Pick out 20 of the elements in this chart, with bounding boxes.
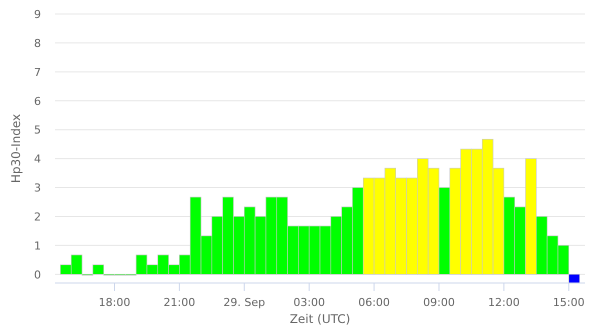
x-tick-label: 18:00 [98, 296, 130, 309]
x-tick-label: 21:00 [164, 296, 196, 309]
y-tick-label: 3 [34, 182, 41, 195]
x-axis-title: Zeit (UTC) [290, 312, 350, 326]
y-tick-label: 6 [34, 94, 41, 108]
y-tick-label: 5 [34, 124, 41, 137]
y-axis-title: Hp30-Index [9, 114, 23, 184]
x-tick-label: 29. Sep [223, 296, 266, 309]
x-tick-label: 15:00 [552, 296, 585, 309]
y-tick-label: 7 [34, 66, 41, 79]
x-tick-label: 12:00 [488, 296, 520, 309]
y-tick-label: 4 [34, 152, 41, 166]
y-tick-label: 8 [34, 36, 41, 50]
x-tick-label: 09:00 [423, 296, 455, 309]
y-tick-label: 2 [34, 210, 41, 224]
x-tick-label: 03:00 [293, 296, 326, 309]
y-tick-label: 1 [34, 239, 41, 252]
y-tick-label: 0 [34, 268, 41, 282]
y-tick-label: 9 [34, 8, 41, 21]
x-tick-label: 06:00 [358, 296, 390, 309]
